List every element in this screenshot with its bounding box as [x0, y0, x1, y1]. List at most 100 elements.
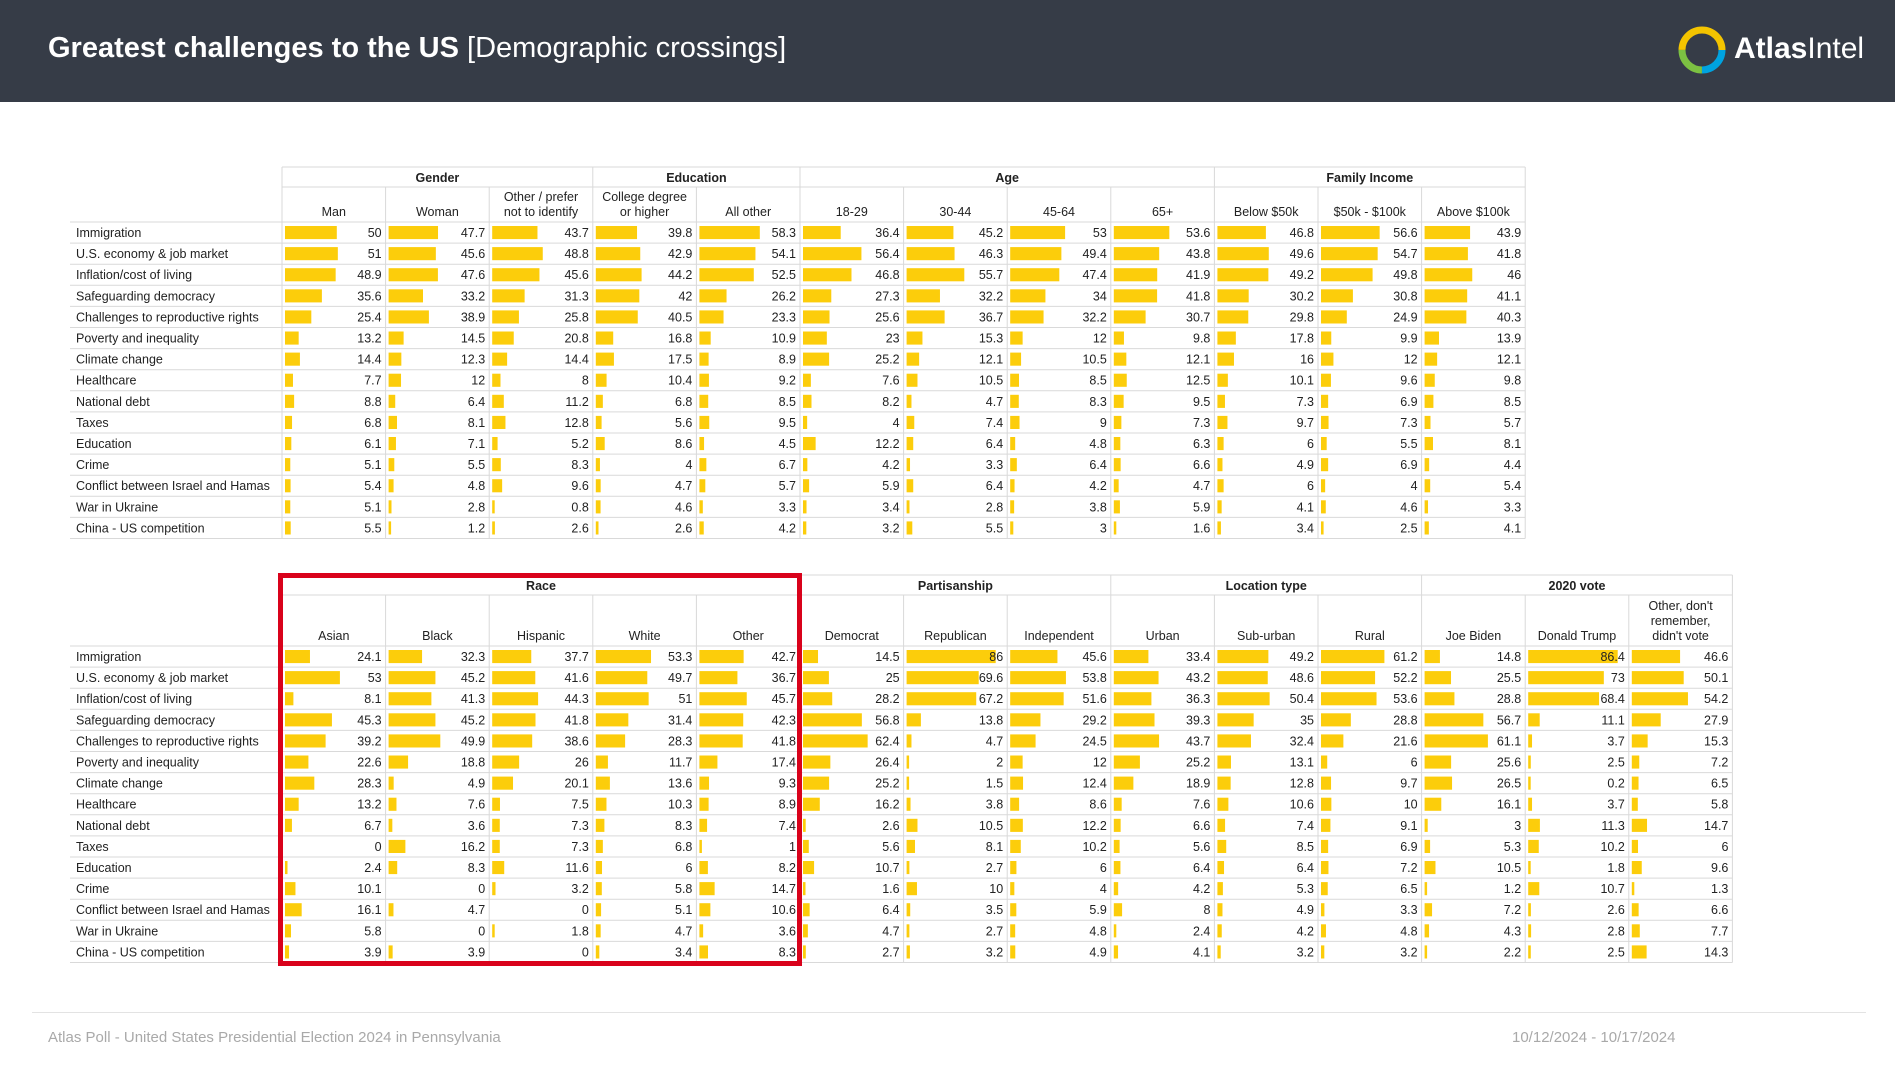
- table2-col-header-urban: Urban: [1146, 629, 1180, 643]
- table1-value-woman-healthcare: 12: [471, 374, 485, 388]
- table2-col-header-republican: Republican: [924, 629, 987, 643]
- table2-value-joe-biden-china-us-competition: 2.2: [1504, 945, 1521, 959]
- table2-bar-urban-taxes: [1113, 839, 1120, 853]
- table1-value-30-44-war-in-ukraine: 2.8: [986, 500, 1003, 514]
- table2-bar-black-national-debt: [388, 818, 393, 832]
- table1-col-header-woman: Woman: [416, 205, 459, 219]
- table2-value-independent-taxes: 10.2: [1082, 840, 1106, 854]
- table2-value-donald-trump-china-us-competition: 2.5: [1607, 945, 1624, 959]
- table1-value-woman-china-us-competition: 1.2: [468, 521, 485, 535]
- table1-bar-50k-100k-china-us-competition: [1321, 521, 1324, 535]
- table1-bar-all-other-china-us-competition: [699, 521, 704, 535]
- table2-value-other-national-debt: 7.4: [779, 819, 796, 833]
- table1-bar-man-immigration: [285, 226, 337, 240]
- table2-bar-asian-challenges-to-reproductive-rights: [285, 734, 326, 748]
- table2-value-hispanic-safeguarding-democracy: 41.8: [564, 713, 588, 727]
- table2-value-asian-challenges-to-reproductive-rights: 39.2: [357, 734, 381, 748]
- table1-value-man-china-us-competition: 5.5: [364, 521, 381, 535]
- table1-bar-18-29-crime: [803, 458, 808, 472]
- table1-value-18-29-safeguarding-democracy: 27.3: [875, 289, 899, 303]
- table2-value-democrat-china-us-competition: 2.7: [882, 945, 899, 959]
- table1-value-45-64-war-in-ukraine: 3.8: [1089, 500, 1106, 514]
- table2-value-urban-poverty-and-inequality: 25.2: [1186, 756, 1210, 770]
- table2-bar-white-taxes: [595, 839, 603, 853]
- table1-bar-65-immigration: [1113, 226, 1170, 240]
- table2-bar-black-china-us-competition: [388, 945, 393, 959]
- table1-col-header-above-100k: Above $100k: [1437, 205, 1511, 219]
- atlasintel-logo-icon: [1678, 26, 1726, 74]
- table2-value-republican-safeguarding-democracy: 13.8: [979, 713, 1003, 727]
- table2-col-header-rural: Rural: [1355, 629, 1385, 643]
- table1-bar-below-50k-immigration: [1217, 226, 1266, 240]
- table2-row-label-healthcare: Healthcare: [76, 798, 136, 812]
- table1-value-65-u-s-economy-job-market: 43.8: [1186, 247, 1210, 261]
- table1-group-family-income: Family Income: [1326, 171, 1413, 185]
- table2-value-urban-national-debt: 6.6: [1193, 819, 1210, 833]
- table1-value-45-64-education: 4.8: [1089, 437, 1106, 451]
- table1-value-30-44-safeguarding-democracy: 32.2: [979, 289, 1003, 303]
- table2-bar-black-u-s-economy-job-market: [388, 671, 436, 685]
- table1-value-all-other-challenges-to-reproductive-rights: 23.3: [772, 310, 796, 324]
- table1-value-50k-100k-challenges-to-reproductive-rights: 24.9: [1393, 310, 1417, 324]
- table2-bar-white-immigration: [595, 650, 652, 664]
- table2-bar-donald-trump-safeguarding-democracy: [1528, 713, 1540, 727]
- table2-value-asian-u-s-economy-job-market: 53: [368, 671, 382, 685]
- table2-bar-rural-challenges-to-reproductive-rights: [1321, 734, 1344, 748]
- table1-row-label-national-debt: National debt: [76, 395, 150, 409]
- table1-bar-65-china-us-competition: [1113, 521, 1117, 535]
- table1-value-30-44-immigration: 45.2: [979, 226, 1003, 240]
- table2-bar-republican-inflation-cost-of-living: [906, 692, 977, 706]
- table2-bar-donald-trump-u-s-economy-job-market: [1528, 671, 1604, 685]
- table1-value-30-44-u-s-economy-job-market: 46.3: [979, 247, 1003, 261]
- table1-bar-woman-china-us-competition: [388, 521, 392, 535]
- table2-value-hispanic-crime: 3.2: [571, 882, 588, 896]
- table2-value-republican-china-us-competition: 3.2: [986, 945, 1003, 959]
- table2-value-republican-national-debt: 10.5: [979, 819, 1003, 833]
- table1-bar-18-29-u-s-economy-job-market: [803, 247, 862, 261]
- table2-value-white-taxes: 6.8: [675, 840, 692, 854]
- table2-bar-joe-biden-healthcare: [1424, 797, 1442, 811]
- table2-bar-sub-urban-safeguarding-democracy: [1217, 713, 1254, 727]
- table1-value-other-prefer-not-to-identify-poverty-and-inequality: 20.8: [564, 332, 588, 346]
- table2-bar-urban-education: [1113, 861, 1121, 875]
- table1-bar-college-degree-or-higher-education: [595, 437, 605, 451]
- table2-value-black-immigration: 32.3: [461, 650, 485, 664]
- table1-bar-college-degree-or-higher-immigration: [595, 226, 638, 240]
- table1-value-below-50k-poverty-and-inequality: 17.8: [1290, 332, 1314, 346]
- table2-value-democrat-education: 10.7: [875, 861, 899, 875]
- table2-value-other-safeguarding-democracy: 42.3: [772, 713, 796, 727]
- table2-value-other-don-t-remember-didn-t-vote-immigration: 46.6: [1704, 650, 1728, 664]
- table1-value-college-degree-or-higher-immigration: 39.8: [668, 226, 692, 240]
- table1-bar-below-50k-china-us-competition: [1217, 521, 1221, 535]
- table2-bar-democrat-healthcare: [803, 797, 820, 811]
- table2-value-rural-immigration: 61.2: [1393, 650, 1417, 664]
- table1-value-50k-100k-healthcare: 9.6: [1400, 374, 1417, 388]
- table1-value-below-50k-challenges-to-reproductive-rights: 29.8: [1290, 310, 1314, 324]
- table1-value-other-prefer-not-to-identify-challenges-to-reproductive-rights: 25.8: [564, 310, 588, 324]
- table2-bar-sub-urban-challenges-to-reproductive-rights: [1217, 734, 1251, 748]
- table2-value-republican-war-in-ukraine: 2.7: [986, 924, 1003, 938]
- table2-value-white-u-s-economy-job-market: 49.7: [668, 671, 692, 685]
- table1-value-30-44-national-debt: 4.7: [986, 395, 1003, 409]
- table1-bar-above-100k-u-s-economy-job-market: [1424, 247, 1468, 261]
- table2-bar-independent-conflict-between-israel-and-hamas: [1010, 903, 1017, 917]
- table2-value-donald-trump-poverty-and-inequality: 2.5: [1607, 756, 1624, 770]
- table1-bar-30-44-immigration: [906, 226, 954, 240]
- table1-value-50k-100k-education: 5.5: [1400, 437, 1417, 451]
- table1-bar-all-other-challenges-to-reproductive-rights: [699, 310, 724, 324]
- table2-value-white-challenges-to-reproductive-rights: 28.3: [668, 734, 692, 748]
- table2-bar-black-inflation-cost-of-living: [388, 692, 432, 706]
- table2-value-donald-trump-challenges-to-reproductive-rights: 3.7: [1607, 734, 1624, 748]
- table2-bar-republican-education: [906, 861, 910, 875]
- table2-value-hispanic-u-s-economy-job-market: 41.6: [564, 671, 588, 685]
- table1-bar-other-prefer-not-to-identify-crime: [492, 458, 501, 472]
- table2-value-asian-climate-change: 28.3: [357, 777, 381, 791]
- table1-bar-man-poverty-and-inequality: [285, 331, 299, 345]
- table2-bar-white-climate-change: [595, 776, 610, 790]
- table1-bar-college-degree-or-higher-taxes: [595, 415, 602, 429]
- table1-value-65-education: 6.3: [1193, 437, 1210, 451]
- table2-value-other-immigration: 42.7: [772, 650, 796, 664]
- race-highlight-box: [278, 573, 802, 966]
- table2-bar-other-challenges-to-reproductive-rights: [699, 734, 743, 748]
- table1-value-below-50k-inflation-cost-of-living: 49.2: [1290, 268, 1314, 282]
